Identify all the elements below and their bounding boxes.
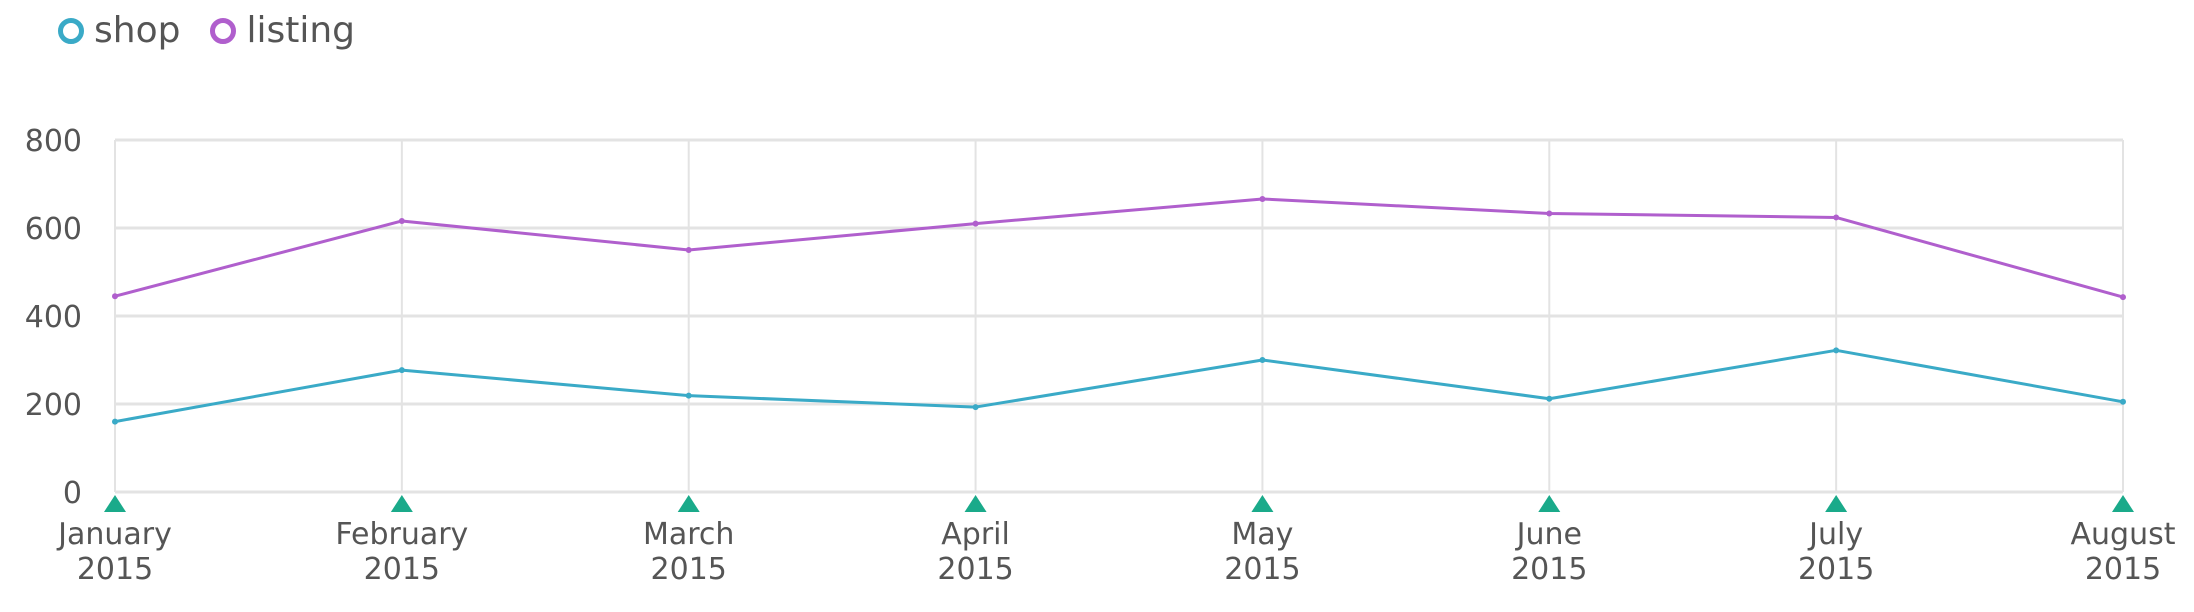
series-line-shop <box>114 348 2124 424</box>
x-tick-marker <box>104 495 126 512</box>
x-tick-label-month: May <box>1231 517 1293 552</box>
data-point-listing <box>685 247 692 253</box>
data-point-shop <box>1833 347 1840 354</box>
legend-marker-shop <box>58 17 84 44</box>
data-point-listing <box>2120 294 2126 301</box>
data-point-listing <box>1546 210 1553 217</box>
data-point-shop <box>112 418 118 425</box>
x-tick-marker <box>2112 495 2134 512</box>
data-point-shop <box>1546 395 1553 402</box>
legend-item-listing[interactable]: listing <box>210 10 355 51</box>
y-tick-label: 800 <box>25 124 82 159</box>
x-tick-marker <box>390 495 413 512</box>
x-tick-marker <box>677 495 700 512</box>
x-tick-label-month: January <box>56 517 172 552</box>
x-tick-label-year: 2015 <box>1224 552 1300 587</box>
data-point-listing <box>1259 195 1266 202</box>
x-tick-marker <box>1825 495 1848 512</box>
legend-marker-listing <box>210 17 237 44</box>
x-tick-marker <box>964 495 987 512</box>
legend-label-shop: shop <box>94 10 181 51</box>
y-tick-label: 600 <box>25 212 82 247</box>
x-tick-label-year: 2015 <box>77 552 153 587</box>
x-tick-marker <box>1251 495 1274 512</box>
x-tick-label-month: July <box>1807 517 1863 552</box>
x-tick-label-month: March <box>643 517 734 552</box>
x-tick-label-year: 2015 <box>364 552 440 587</box>
x-tick-label-month: August <box>2071 517 2176 552</box>
y-tick-label: 200 <box>25 388 82 423</box>
x-tick-label-month: February <box>335 517 468 552</box>
data-point-shop <box>972 404 979 411</box>
y-tick-label: 400 <box>25 300 82 335</box>
data-point-listing <box>972 220 979 227</box>
chart-legend: shop listing <box>58 10 355 51</box>
x-tick-label-year: 2015 <box>651 552 727 587</box>
data-point-shop <box>685 392 692 399</box>
x-tick-label-month: April <box>941 517 1010 552</box>
x-tick-label-year: 2015 <box>1511 552 1587 587</box>
x-tick-label-year: 2015 <box>1798 552 1874 587</box>
data-point-listing <box>398 217 405 224</box>
y-tick-label: 0 <box>63 476 82 511</box>
data-point-shop <box>398 367 405 374</box>
legend-item-shop[interactable]: shop <box>58 10 180 51</box>
data-point-shop <box>2120 398 2126 405</box>
x-tick-marker <box>1538 495 1561 512</box>
data-point-listing <box>112 293 118 300</box>
x-tick-label-year: 2015 <box>2085 552 2161 587</box>
data-point-shop <box>1259 357 1266 363</box>
legend-label-listing: listing <box>246 10 355 51</box>
x-tick-label-year: 2015 <box>937 552 1013 587</box>
series-line-listing <box>114 197 2124 299</box>
x-tick-label-month: June <box>1515 517 1582 552</box>
data-point-listing <box>1833 214 1840 221</box>
